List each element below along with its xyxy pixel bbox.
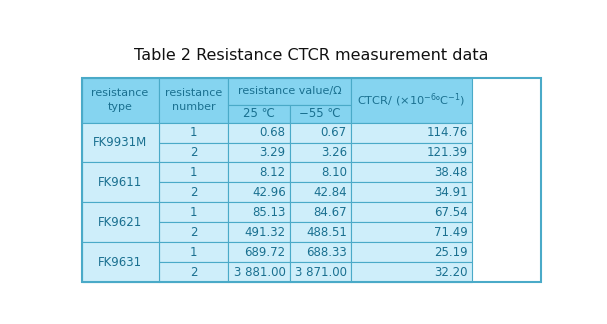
Text: resistance
type: resistance type [92, 88, 149, 112]
Text: Table 2 Resistance CTCR measurement data: Table 2 Resistance CTCR measurement data [134, 48, 489, 63]
Bar [290, 105, 351, 122]
Text: 3.26: 3.26 [320, 146, 347, 159]
Text: 32.20: 32.20 [435, 266, 468, 279]
Text: 688.33: 688.33 [306, 246, 347, 259]
Text: 3 881.00: 3 881.00 [234, 266, 286, 279]
Bar [81, 77, 541, 282]
Text: 85.13: 85.13 [253, 206, 286, 219]
Text: $\rm CTCR/\ (\times10^{-6}\!°C^{-1})$: $\rm CTCR/\ (\times10^{-6}\!°C^{-1})$ [357, 91, 466, 109]
Bar [158, 182, 228, 202]
Text: 1: 1 [190, 166, 197, 179]
Bar [81, 122, 158, 162]
Bar [290, 162, 351, 182]
Bar [351, 162, 472, 182]
Text: FK9931M: FK9931M [93, 136, 148, 149]
Bar [351, 77, 472, 122]
Bar [351, 262, 472, 282]
Bar [81, 77, 158, 122]
Bar [228, 182, 290, 202]
Bar [351, 143, 472, 162]
Bar [351, 182, 472, 202]
Text: 1: 1 [190, 126, 197, 139]
Text: 114.76: 114.76 [427, 126, 468, 139]
Text: 38.48: 38.48 [435, 166, 468, 179]
Text: FK9621: FK9621 [98, 216, 142, 229]
Text: 34.91: 34.91 [435, 186, 468, 199]
Text: resistance
number: resistance number [165, 88, 222, 112]
Text: 689.72: 689.72 [245, 246, 286, 259]
Bar [158, 242, 228, 262]
Text: 2: 2 [190, 186, 197, 199]
Bar [158, 162, 228, 182]
Bar [228, 122, 290, 143]
Text: 2: 2 [190, 266, 197, 279]
Text: −55 ℃: −55 ℃ [299, 107, 341, 120]
Bar [81, 242, 158, 282]
Bar [81, 162, 158, 202]
Bar [290, 182, 351, 202]
Text: resistance value/Ω: resistance value/Ω [238, 86, 341, 96]
Text: 42.96: 42.96 [252, 186, 286, 199]
Text: FK9631: FK9631 [98, 256, 142, 269]
Bar [228, 77, 351, 105]
Bar [158, 202, 228, 222]
Text: 84.67: 84.67 [313, 206, 347, 219]
Bar [158, 77, 228, 122]
Bar [228, 262, 290, 282]
Text: 25.19: 25.19 [435, 246, 468, 259]
Text: 0.68: 0.68 [260, 126, 286, 139]
Text: 488.51: 488.51 [306, 226, 347, 239]
Bar [290, 262, 351, 282]
Bar [290, 242, 351, 262]
Bar [158, 122, 228, 143]
Text: 121.39: 121.39 [427, 146, 468, 159]
Bar [158, 222, 228, 242]
Bar [228, 222, 290, 242]
Text: 8.10: 8.10 [321, 166, 347, 179]
Text: 2: 2 [190, 226, 197, 239]
Bar [228, 105, 290, 122]
Text: 1: 1 [190, 246, 197, 259]
Bar [228, 162, 290, 182]
Bar [81, 202, 158, 242]
Text: 491.32: 491.32 [245, 226, 286, 239]
Text: 3 871.00: 3 871.00 [295, 266, 347, 279]
Bar [351, 122, 472, 143]
Text: 25 ℃: 25 ℃ [243, 107, 275, 120]
Bar [228, 143, 290, 162]
Text: 67.54: 67.54 [435, 206, 468, 219]
Text: 42.84: 42.84 [313, 186, 347, 199]
Text: 0.67: 0.67 [320, 126, 347, 139]
Bar [290, 222, 351, 242]
Bar [158, 143, 228, 162]
Bar [228, 242, 290, 262]
Bar [351, 202, 472, 222]
Bar [228, 202, 290, 222]
Bar [158, 262, 228, 282]
Text: 2: 2 [190, 146, 197, 159]
Text: 8.12: 8.12 [260, 166, 286, 179]
Text: 1: 1 [190, 206, 197, 219]
Text: FK9611: FK9611 [98, 176, 142, 189]
Bar [290, 122, 351, 143]
Bar [351, 222, 472, 242]
Bar [290, 143, 351, 162]
Text: 71.49: 71.49 [434, 226, 468, 239]
Text: 3.29: 3.29 [260, 146, 286, 159]
Bar [351, 242, 472, 262]
Bar [290, 202, 351, 222]
